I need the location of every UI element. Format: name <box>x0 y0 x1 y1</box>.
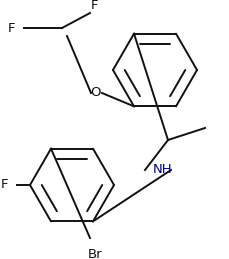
Text: NH: NH <box>152 163 172 176</box>
Text: O: O <box>90 87 101 99</box>
Text: Br: Br <box>87 248 102 259</box>
Text: F: F <box>8 21 16 34</box>
Text: F: F <box>1 178 9 191</box>
Text: F: F <box>91 0 98 11</box>
